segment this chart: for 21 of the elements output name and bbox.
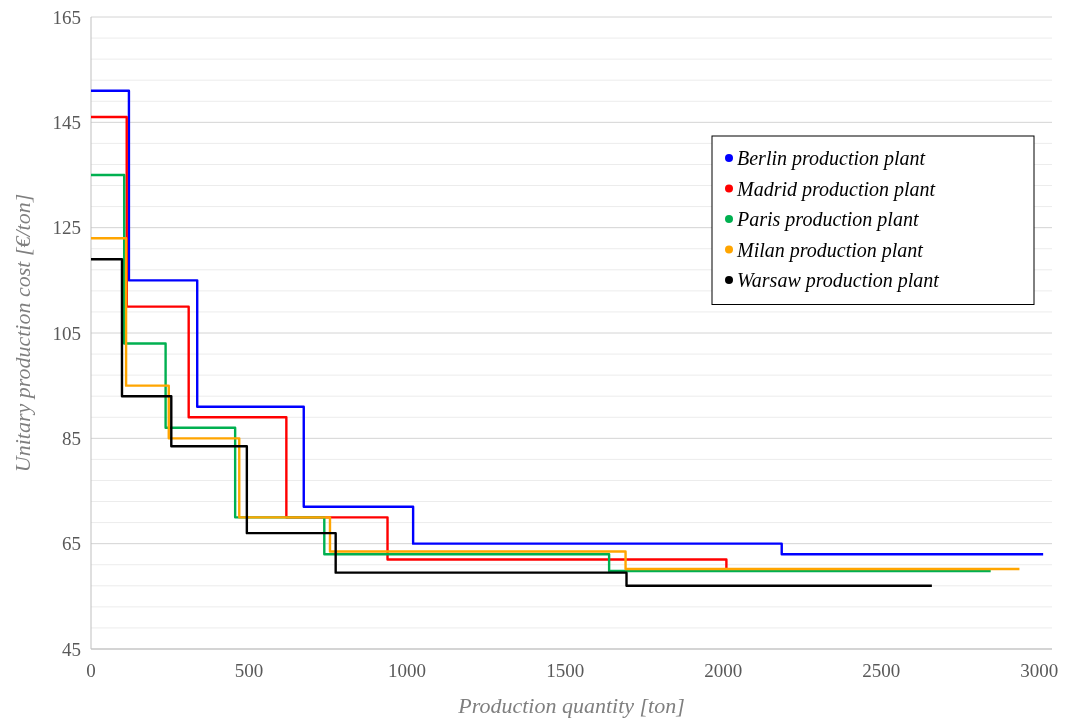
x-axis-title: Production quantity [ton] (457, 693, 685, 718)
y-tick-label: 125 (52, 217, 81, 239)
y-tick-label: 145 (52, 111, 81, 133)
y-tick-label: 165 (52, 6, 81, 28)
y-tick-label: 85 (62, 427, 81, 449)
x-tick-label: 2500 (862, 660, 901, 681)
x-tick-label: 0 (86, 660, 96, 681)
legend-label: Berlin production plant (737, 147, 926, 170)
y-tick-label: 65 (62, 533, 81, 555)
x-tick-label: 1500 (546, 660, 585, 681)
y-tick-label: 105 (52, 322, 81, 344)
y-tick-label: 45 (62, 638, 81, 660)
x-tick-label: 1000 (388, 660, 427, 681)
x-tick-label: 3000 (1020, 660, 1059, 681)
x-tick-label: 500 (234, 660, 264, 681)
x-tick-label: 2000 (704, 660, 743, 681)
y-axis-title: Unitary production cost [€/ton] (10, 193, 35, 473)
legend-label: Warsaw production plant (737, 269, 940, 292)
legend-label: Milan production plant (736, 238, 924, 262)
legend-label: Paris production plant (736, 208, 919, 231)
legend-label: Madrid production plant (736, 177, 936, 201)
